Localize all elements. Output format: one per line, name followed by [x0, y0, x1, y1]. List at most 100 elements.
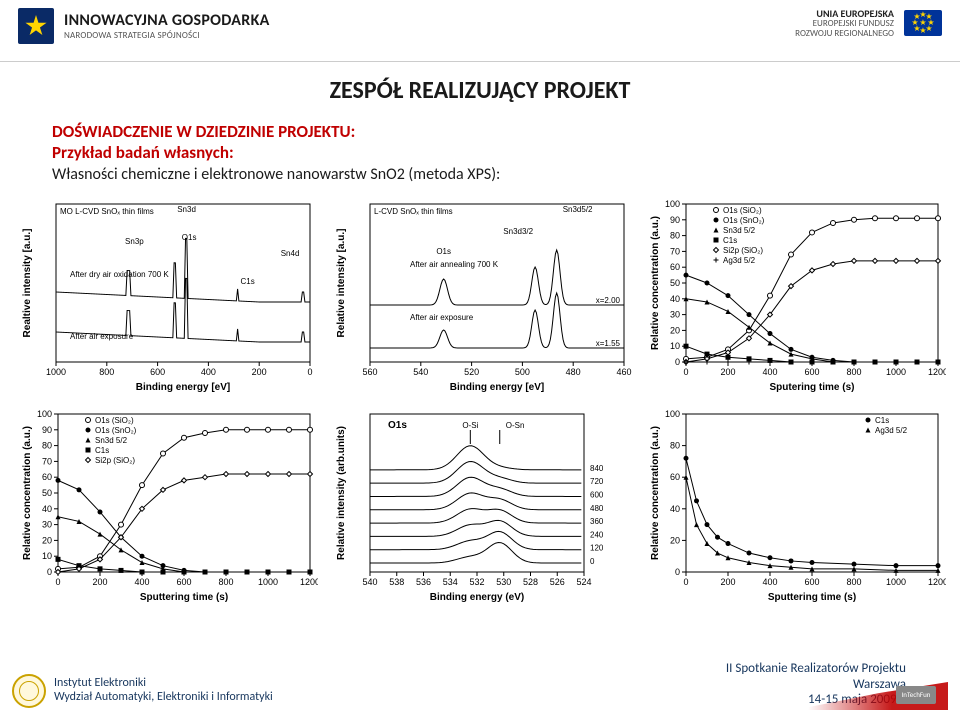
svg-text:360: 360 — [590, 517, 604, 526]
svg-text:1000: 1000 — [258, 577, 278, 587]
svg-text:500: 500 — [515, 367, 530, 377]
svg-text:70: 70 — [42, 456, 52, 466]
svg-text:540: 540 — [362, 577, 377, 587]
svg-text:600: 600 — [590, 490, 604, 499]
svg-text:1200: 1200 — [300, 577, 318, 587]
svg-text:L-CVD SnOₓ thin films: L-CVD SnOₓ thin films — [374, 207, 453, 216]
svg-text:60: 60 — [42, 472, 52, 482]
svg-text:Ag3d 5/2: Ag3d 5/2 — [723, 256, 756, 265]
svg-text:After air exposure: After air exposure — [410, 313, 474, 322]
svg-text:Sn3d5/2: Sn3d5/2 — [563, 205, 593, 214]
svg-text:200: 200 — [92, 577, 107, 587]
svg-text:400: 400 — [762, 367, 777, 377]
svg-text:C1s: C1s — [723, 236, 737, 245]
panel-6-c1s-ag3d: 020040060080010001200020406080100Sputter… — [646, 404, 946, 604]
svg-text:120: 120 — [590, 544, 604, 553]
svg-text:200: 200 — [720, 577, 735, 587]
svg-text:Sn4d: Sn4d — [281, 249, 300, 258]
svg-text:528: 528 — [523, 577, 538, 587]
svg-text:534: 534 — [443, 577, 458, 587]
svg-text:O1s (SiO₂): O1s (SiO₂) — [723, 206, 762, 215]
svg-text:1200: 1200 — [928, 367, 946, 377]
svg-text:90: 90 — [670, 215, 680, 225]
svg-text:Relative concentration (a.u.): Relative concentration (a.u.) — [650, 216, 661, 350]
svg-text:540: 540 — [413, 367, 428, 377]
svg-text:600: 600 — [150, 367, 165, 377]
svg-text:800: 800 — [846, 577, 861, 587]
svg-text:60: 60 — [670, 262, 680, 272]
header-right: UNIA EUROPEJSKA EUROPEJSKI FUNDUSZ ROZWO… — [795, 8, 942, 39]
svg-text:538: 538 — [389, 577, 404, 587]
svg-text:20: 20 — [42, 535, 52, 545]
svg-text:Binding energy (eV): Binding energy (eV) — [430, 592, 524, 603]
svg-text:30: 30 — [42, 520, 52, 530]
svg-text:O1s: O1s — [182, 233, 197, 242]
panel-1-xps-survey: 10008006004002000Binding energy [eV]Real… — [18, 194, 318, 394]
svg-text:1200: 1200 — [928, 577, 946, 587]
svg-text:0: 0 — [675, 567, 680, 577]
svg-text:O1s (SiO₂): O1s (SiO₂) — [95, 416, 134, 425]
svg-text:400: 400 — [201, 367, 216, 377]
footer-right: II Spotkanie Realizatorów Projektu Warsz… — [726, 661, 942, 708]
inst-line2: Wydział Automatyki, Elektroniki i Inform… — [54, 691, 273, 705]
svg-text:800: 800 — [218, 577, 233, 587]
svg-text:Sn3d3/2: Sn3d3/2 — [503, 227, 533, 236]
svg-text:Relative intensity (arb.units): Relative intensity (arb.units) — [336, 426, 347, 560]
svg-text:536: 536 — [416, 577, 431, 587]
svg-text:10: 10 — [670, 341, 680, 351]
svg-text:200: 200 — [720, 367, 735, 377]
svg-text:90: 90 — [42, 425, 52, 435]
svg-text:600: 600 — [804, 367, 819, 377]
svg-text:100: 100 — [665, 409, 680, 419]
svg-text:0: 0 — [47, 567, 52, 577]
footer-left: Instytut Elektroniki Wydział Automatyki,… — [12, 674, 273, 708]
ig-star-icon — [18, 8, 54, 44]
svg-text:1000: 1000 — [886, 367, 906, 377]
svg-text:530: 530 — [496, 577, 511, 587]
svg-text:40: 40 — [42, 504, 52, 514]
subhead: DOŚWIADCZENIE W DZIEDZINIE PROJEKTU: Prz… — [52, 121, 960, 184]
svg-text:O-Sn: O-Sn — [506, 421, 525, 430]
svg-text:0: 0 — [55, 577, 60, 587]
svg-text:600: 600 — [804, 577, 819, 587]
svg-text:50: 50 — [670, 278, 680, 288]
header-bar: INNOWACYJNA GOSPODARKA NARODOWA STRATEGI… — [0, 0, 960, 62]
svg-text:460: 460 — [616, 367, 631, 377]
svg-text:O1s: O1s — [388, 420, 407, 431]
charts-grid: 10008006004002000Binding energy [eV]Real… — [0, 184, 960, 604]
svg-text:x=2.00: x=2.00 — [596, 296, 621, 305]
meeting-city: Warszawa — [726, 677, 906, 693]
svg-text:80: 80 — [670, 231, 680, 241]
subhead-line3: Własności chemiczne i elektronowe nanowa… — [52, 165, 960, 184]
panel-4-depth-profile-b: 0200400600800100012000102030405060708090… — [18, 404, 318, 604]
svg-text:532: 532 — [469, 577, 484, 587]
panel-5-o1s-stack: 540538536534532530528526524Binding energ… — [332, 404, 632, 604]
svg-text:O1s (SnO₂): O1s (SnO₂) — [95, 426, 137, 435]
svg-text:C1s: C1s — [95, 446, 109, 455]
svg-text:Relative concentration (a.u.): Relative concentration (a.u.) — [650, 426, 661, 560]
svg-text:560: 560 — [362, 367, 377, 377]
university-seal-icon — [12, 674, 46, 708]
svg-text:80: 80 — [670, 441, 680, 451]
svg-text:30: 30 — [670, 310, 680, 320]
svg-text:O1s (SnO₂): O1s (SnO₂) — [723, 216, 765, 225]
svg-text:800: 800 — [99, 367, 114, 377]
svg-text:Sn3d: Sn3d — [177, 205, 196, 214]
svg-text:526: 526 — [550, 577, 565, 587]
svg-text:O1s: O1s — [436, 247, 451, 256]
svg-text:400: 400 — [762, 577, 777, 587]
svg-text:20: 20 — [670, 535, 680, 545]
svg-text:Binding energy [eV]: Binding energy [eV] — [136, 382, 230, 393]
svg-text:50: 50 — [42, 488, 52, 498]
svg-text:80: 80 — [42, 441, 52, 451]
svg-text:Sn3d 5/2: Sn3d 5/2 — [723, 226, 756, 235]
svg-text:Relative intensity [a.u.]: Relative intensity [a.u.] — [336, 229, 347, 338]
page-title: ZESPÓŁ REALIZUJĄCY PROJEKT — [0, 76, 960, 105]
svg-text:x=1.55: x=1.55 — [596, 339, 621, 348]
svg-text:After air exposure: After air exposure — [70, 332, 134, 341]
svg-text:Sn3p: Sn3p — [125, 237, 144, 246]
svg-text:Sputering time (s): Sputering time (s) — [769, 382, 854, 393]
svg-text:C1s: C1s — [240, 277, 254, 286]
eu-text: UNIA EUROPEJSKA EUROPEJSKI FUNDUSZ ROZWO… — [795, 8, 894, 39]
panel-3-depth-profile-a: 0200400600800100012000102030405060708090… — [646, 194, 946, 394]
